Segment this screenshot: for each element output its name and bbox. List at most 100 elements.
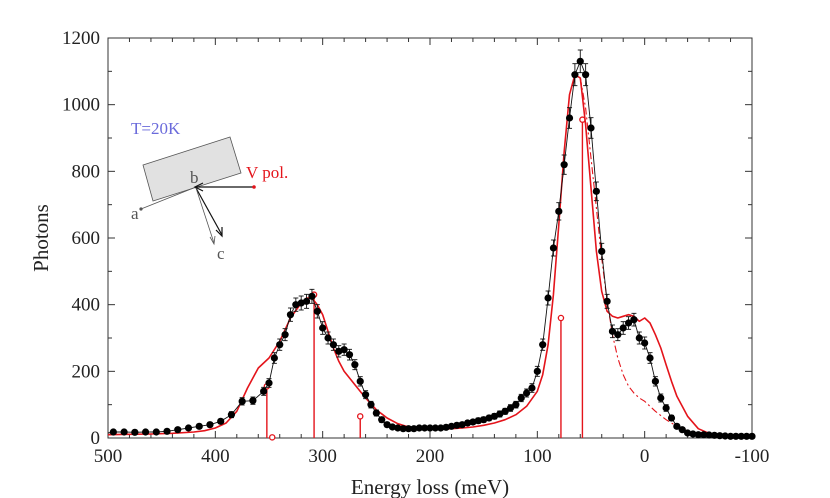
data-point [367, 401, 375, 409]
data-point [383, 421, 391, 429]
axis-b-label: b [190, 168, 199, 187]
data-point [313, 307, 321, 315]
data-point [324, 334, 332, 342]
data-point [426, 424, 434, 432]
data-point [394, 424, 402, 432]
y-tick-label: 1000 [62, 95, 100, 116]
data-point [131, 428, 139, 436]
data-point [109, 428, 117, 436]
data-point [539, 341, 547, 349]
data-point [726, 432, 735, 440]
data-point [662, 404, 670, 412]
y-axis-title: Photons [29, 204, 53, 272]
data-point [705, 431, 713, 439]
data-point [528, 384, 536, 392]
y-tick-labels: 0 200 400 600 800 1000 1200 [62, 28, 100, 449]
data-point [120, 428, 128, 436]
stem-marker [557, 314, 565, 322]
x-tick-label: 300 [308, 446, 337, 467]
data-point [276, 341, 284, 349]
y-tick-label: 200 [72, 361, 101, 382]
data-point [614, 331, 622, 339]
data-point [501, 407, 509, 415]
data-point [544, 294, 552, 302]
data-point [748, 432, 756, 440]
data-point [592, 187, 600, 195]
data-point [388, 423, 397, 431]
data-point [517, 394, 525, 402]
axis-c-arrowhead [209, 235, 216, 246]
y-tick-label: 400 [72, 295, 101, 316]
data-point [227, 411, 236, 419]
x-tick-label: 100 [523, 446, 552, 467]
fit-dashdot-line [579, 77, 720, 438]
data-point [217, 417, 225, 425]
data-point [582, 71, 590, 79]
data-point [684, 429, 692, 437]
data-point [362, 391, 370, 399]
data-point [378, 416, 386, 424]
axis-a-line [140, 186, 197, 210]
x-tick-labels: 500 400 300 200 100 0 -100 [94, 446, 770, 467]
x-axis-title: Energy loss (meV) [351, 475, 509, 498]
data-point [286, 311, 295, 319]
data-point [340, 346, 348, 354]
data-point [700, 431, 708, 439]
data-point [630, 316, 638, 324]
data-point [141, 428, 150, 436]
data-point [673, 422, 681, 430]
incoming-beam-arrowhead [193, 182, 204, 192]
data-point [732, 432, 740, 440]
data-point [410, 425, 418, 433]
data-point [641, 339, 649, 347]
data-point [678, 426, 686, 434]
geometry-inset: T=20K a b V pol. c [131, 119, 288, 263]
data-point [689, 430, 697, 438]
data-point [523, 389, 531, 397]
outgoing-beam-line [195, 187, 223, 236]
axis-a-dot [139, 207, 143, 211]
data-point [404, 425, 413, 433]
data-point [587, 124, 595, 132]
data-point [646, 354, 654, 362]
axis-c-line [195, 187, 215, 244]
fit-line [107, 73, 753, 438]
polarization-dot [252, 185, 256, 189]
x-tick-label: 200 [416, 446, 445, 467]
data-point [710, 431, 719, 439]
data-point [265, 379, 273, 387]
data-point [152, 428, 160, 436]
series-layer [107, 49, 756, 440]
data-point [249, 397, 257, 405]
data-point [619, 324, 627, 332]
data-point [474, 417, 482, 425]
polarization-label: V pol. [246, 163, 288, 182]
data-point [598, 247, 606, 255]
data-point [447, 422, 456, 430]
data-point [442, 423, 450, 431]
data-point [351, 361, 359, 369]
data-point [624, 319, 633, 327]
y-tick-label: 800 [72, 161, 101, 182]
data-point [560, 161, 568, 169]
data-point [356, 377, 364, 385]
data-point [184, 424, 193, 432]
data-point [576, 57, 584, 65]
data-point [737, 432, 745, 440]
data-point [281, 331, 289, 339]
data-point [694, 431, 702, 439]
x-tick-label: -100 [735, 446, 770, 467]
data-point [635, 334, 643, 342]
outgoing-beam-arrowhead [215, 227, 223, 238]
data-point [421, 424, 429, 432]
data-point [329, 341, 337, 349]
data-point [431, 424, 439, 432]
data-point [345, 351, 354, 359]
data-point [603, 297, 611, 305]
data-point [163, 427, 171, 435]
data-point [399, 425, 407, 433]
data-point [565, 114, 574, 122]
data-point [506, 404, 515, 412]
data-point [260, 387, 268, 395]
